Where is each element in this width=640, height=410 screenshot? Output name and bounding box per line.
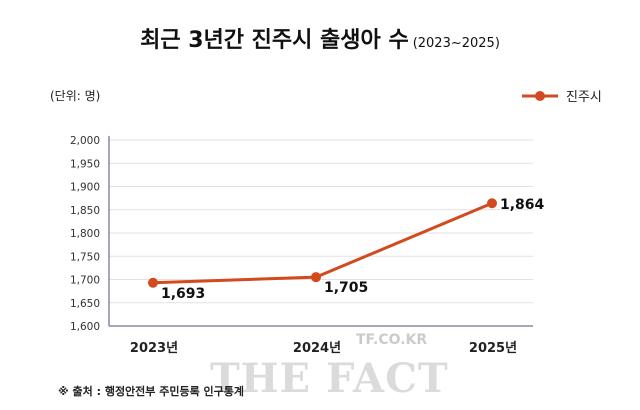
watermark: THE FACT xyxy=(210,355,449,402)
legend-label: 진주시 xyxy=(566,90,602,105)
chart-title: 최근 3년간 진주시 출생아 수 (2023~2025) xyxy=(0,22,640,54)
y-tick-label: 1,850 xyxy=(70,205,100,217)
legend-line-marker-icon xyxy=(522,90,558,101)
y-tick-label: 1,900 xyxy=(70,182,100,194)
y-tick-label: 1,950 xyxy=(70,158,100,170)
data-label: 1,864 xyxy=(500,197,545,213)
subtitle: (2023~2025) xyxy=(412,36,500,51)
data-point xyxy=(311,272,321,283)
y-tick-label: 1,800 xyxy=(70,228,100,240)
x-tick-label: 2023년 xyxy=(130,341,178,356)
x-tick-label: 2024년 xyxy=(293,341,341,356)
data-label: 1,705 xyxy=(324,280,368,296)
unit-label: (단위: 명) xyxy=(50,89,101,103)
y-tick-label: 1,600 xyxy=(70,321,100,333)
data-point xyxy=(148,277,158,288)
source-note: ※ 출처 : 행정안전부 주민등록 인구통계 xyxy=(58,385,245,398)
legend: 진주시 xyxy=(522,86,602,105)
title-text: 최근 3년간 진주시 출생아 수 xyxy=(140,28,409,53)
data-label: 1,693 xyxy=(161,286,205,302)
watermark-url: TF.CO.KR xyxy=(356,332,428,348)
data-point xyxy=(487,198,497,209)
y-tick-label: 1,750 xyxy=(70,251,100,263)
y-tick-label: 2,000 xyxy=(70,135,100,147)
x-tick-label: 2025년 xyxy=(469,341,517,356)
y-tick-label: 1,700 xyxy=(70,275,100,287)
series-line xyxy=(152,201,493,285)
y-tick-label: 1,650 xyxy=(70,298,100,310)
